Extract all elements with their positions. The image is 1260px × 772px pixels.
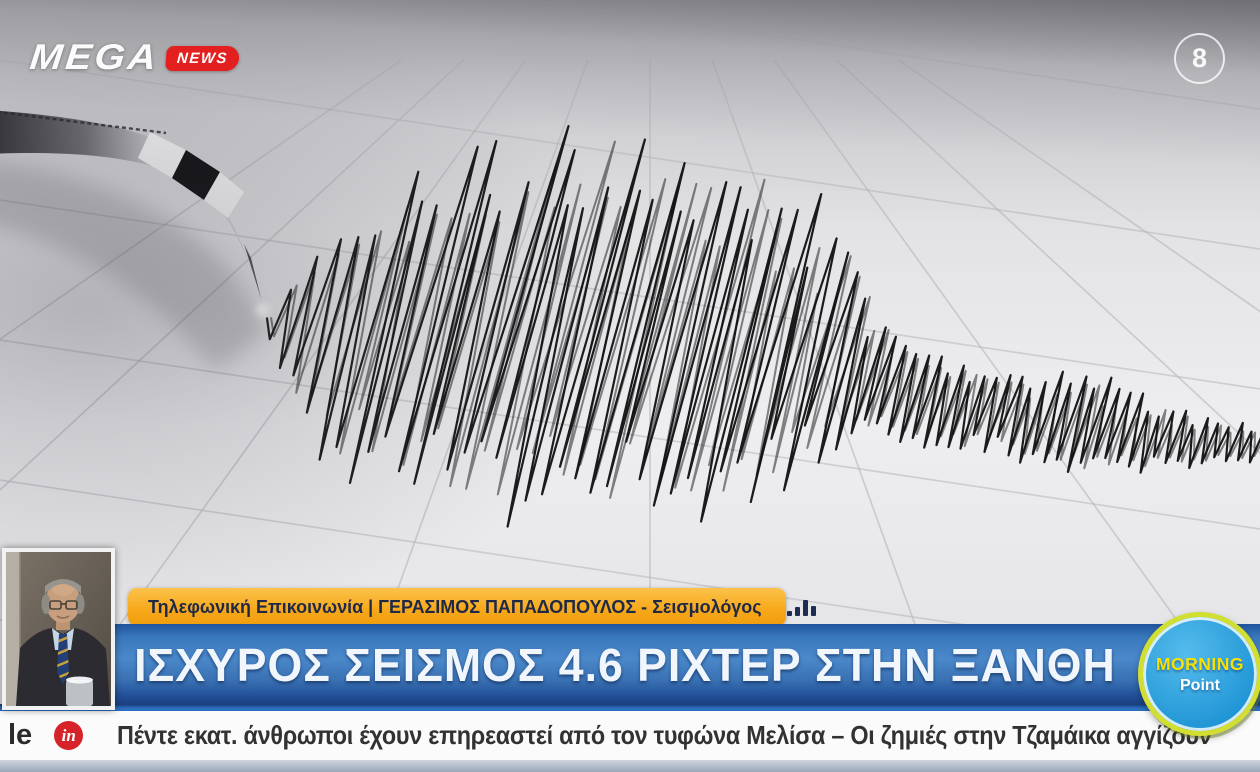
morning-point-logo: MORNING Point [1138, 612, 1260, 736]
ticker-text: Πέντε εκατ. άνθρωποι έχουν επηρεαστεί απ… [117, 720, 1212, 750]
news-ticker: le in Πέντε εκατ. άνθρωποι έχουν επηρεασ… [0, 711, 1260, 760]
kicker-text: Τηλεφωνική Επικοινωνία | ΓΕΡΑΣΙΜΟΣ ΠΑΠΑΔ… [148, 596, 762, 617]
headline-underline [0, 704, 1260, 711]
channel-number-badge: 8 [1174, 33, 1225, 84]
headline-text: ΙΣΧΥΡΟΣ ΣΕΙΣΜΟΣ 4.6 ΡΙΧΤΕΡ ΣΤΗΝ ΞΑΝΘΗ [134, 639, 1116, 691]
speaker-photo [2, 548, 115, 710]
mega-logo: MEGA NEWS [27, 36, 240, 80]
mega-logo-text: MEGA [27, 37, 162, 78]
kicker-banner: Τηλεφωνική Επικοινωνία | ΓΕΡΑΣΙΜΟΣ ΠΑΠΑΔ… [128, 588, 816, 626]
news-badge: NEWS [165, 45, 240, 71]
headline-banner: ΙΣΧΥΡΟΣ ΣΕΙΣΜΟΣ 4.6 ΡΙΧΤΕΡ ΣΤΗΝ ΞΑΝΘΗ [115, 624, 1260, 706]
morning-point-line2: Point [1180, 676, 1220, 694]
pen-tip-glow [256, 303, 270, 317]
in-gr-icon: in [54, 721, 84, 750]
bottom-strip [0, 760, 1260, 772]
ticker-partial-text: le [8, 719, 33, 751]
signal-bars-icon [786, 599, 816, 616]
morning-point-line1: MORNING [1155, 653, 1245, 674]
speaker-portrait [6, 552, 111, 706]
